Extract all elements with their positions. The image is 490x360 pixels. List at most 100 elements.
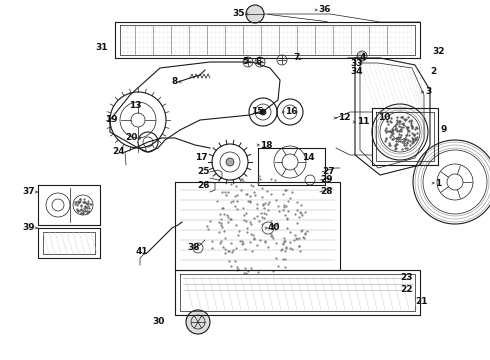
Point — [407, 120, 415, 126]
Point — [404, 137, 412, 143]
Point — [411, 126, 418, 132]
Point — [267, 231, 275, 237]
Point — [246, 199, 254, 205]
Point — [390, 136, 397, 142]
Point — [395, 123, 403, 129]
Point — [218, 189, 225, 194]
Point — [398, 114, 406, 120]
Point — [223, 219, 231, 225]
Text: 41: 41 — [135, 248, 148, 256]
Point — [401, 136, 409, 142]
Point — [387, 119, 395, 125]
Point — [286, 195, 294, 201]
Point — [279, 240, 287, 246]
Point — [295, 243, 303, 249]
Point — [248, 248, 256, 254]
Point — [219, 244, 227, 250]
Point — [411, 132, 418, 138]
Point — [279, 207, 287, 213]
Text: 34: 34 — [350, 68, 363, 77]
Point — [389, 130, 397, 136]
Point — [272, 255, 280, 261]
Point — [229, 198, 237, 203]
Text: 10: 10 — [378, 113, 391, 122]
Point — [404, 127, 412, 133]
Point — [222, 192, 230, 198]
Point — [284, 208, 292, 214]
Point — [240, 179, 247, 184]
Point — [77, 203, 85, 209]
Point — [81, 208, 89, 214]
Point — [388, 126, 396, 132]
Point — [400, 139, 408, 144]
Circle shape — [226, 158, 234, 166]
Point — [73, 202, 81, 208]
Point — [406, 118, 414, 124]
Point — [283, 216, 291, 222]
Point — [237, 176, 245, 182]
Point — [226, 216, 234, 222]
Point — [391, 126, 399, 131]
Text: 6: 6 — [256, 58, 262, 67]
Point — [382, 125, 390, 131]
Point — [280, 238, 288, 244]
Point — [227, 240, 235, 246]
Point — [217, 222, 225, 228]
Text: 9: 9 — [440, 126, 446, 135]
Point — [232, 184, 240, 189]
Point — [76, 207, 84, 213]
Point — [405, 132, 413, 138]
Point — [217, 211, 224, 217]
Text: 1: 1 — [435, 179, 441, 188]
Point — [77, 206, 85, 212]
Point — [294, 207, 301, 213]
Text: 40: 40 — [268, 224, 280, 233]
Point — [221, 189, 229, 194]
Point — [260, 215, 268, 221]
Point — [79, 210, 87, 216]
Point — [238, 238, 246, 244]
Point — [251, 193, 259, 198]
Point — [291, 211, 298, 217]
Point — [233, 267, 241, 273]
Point — [234, 266, 242, 272]
Point — [267, 191, 275, 197]
Point — [280, 204, 288, 210]
Point — [296, 248, 304, 254]
Point — [82, 200, 90, 206]
Point — [274, 263, 282, 269]
Point — [301, 209, 309, 215]
Point — [74, 206, 81, 212]
Point — [286, 230, 294, 235]
Point — [257, 210, 265, 216]
Point — [383, 118, 391, 124]
Point — [76, 198, 84, 204]
Point — [273, 220, 281, 226]
Point — [223, 212, 231, 218]
Point — [300, 235, 308, 241]
Text: 17: 17 — [196, 153, 208, 162]
Point — [76, 197, 84, 202]
Point — [260, 205, 268, 211]
Point — [84, 200, 92, 206]
Point — [281, 187, 289, 193]
Point — [215, 230, 222, 235]
Point — [282, 238, 290, 244]
Point — [385, 141, 392, 147]
Point — [242, 211, 250, 216]
Point — [264, 201, 271, 207]
Point — [409, 138, 417, 144]
Point — [84, 203, 92, 208]
Point — [395, 128, 403, 134]
Point — [386, 128, 394, 134]
Point — [389, 127, 396, 133]
Point — [225, 248, 233, 253]
Point — [272, 240, 280, 246]
Point — [219, 224, 226, 230]
Point — [247, 221, 255, 227]
Point — [233, 192, 241, 198]
Point — [272, 197, 280, 203]
Point — [394, 118, 402, 124]
Point — [392, 117, 400, 122]
Point — [217, 221, 225, 226]
